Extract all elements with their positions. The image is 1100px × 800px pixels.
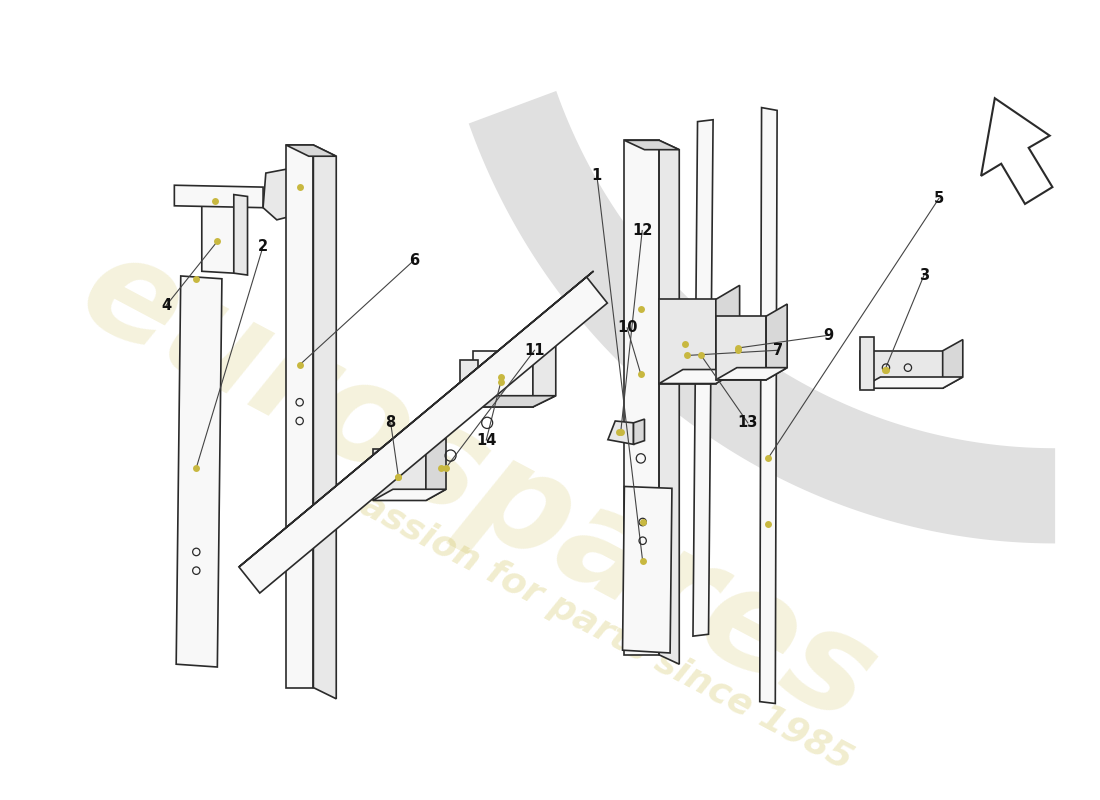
Polygon shape xyxy=(659,299,716,383)
Polygon shape xyxy=(176,276,222,667)
Text: 1: 1 xyxy=(592,168,602,183)
Polygon shape xyxy=(623,486,672,653)
Polygon shape xyxy=(174,186,263,208)
Polygon shape xyxy=(286,145,313,687)
Text: 7: 7 xyxy=(773,342,783,358)
Text: 8: 8 xyxy=(385,415,396,430)
Polygon shape xyxy=(860,337,875,390)
Polygon shape xyxy=(760,107,777,703)
Polygon shape xyxy=(860,351,943,388)
Polygon shape xyxy=(766,304,788,380)
Text: 14: 14 xyxy=(476,433,496,447)
Text: 6: 6 xyxy=(409,253,419,268)
Polygon shape xyxy=(625,140,659,655)
Polygon shape xyxy=(981,98,1053,204)
Polygon shape xyxy=(286,145,337,156)
Text: eurospares: eurospares xyxy=(58,221,898,752)
Polygon shape xyxy=(460,360,478,402)
Polygon shape xyxy=(716,316,766,380)
Text: 9: 9 xyxy=(823,328,834,342)
Polygon shape xyxy=(625,140,679,150)
Polygon shape xyxy=(263,168,316,220)
Polygon shape xyxy=(716,286,739,383)
Polygon shape xyxy=(693,120,713,636)
Polygon shape xyxy=(634,419,645,444)
Polygon shape xyxy=(239,271,594,567)
Text: 11: 11 xyxy=(525,342,544,358)
Polygon shape xyxy=(473,396,556,407)
Text: 13: 13 xyxy=(738,415,758,430)
Text: 2: 2 xyxy=(257,239,268,254)
Text: 10: 10 xyxy=(617,320,637,335)
Polygon shape xyxy=(860,377,962,388)
Polygon shape xyxy=(943,339,962,388)
Polygon shape xyxy=(373,490,446,501)
Polygon shape xyxy=(314,145,337,699)
Polygon shape xyxy=(234,194,248,275)
Polygon shape xyxy=(659,370,739,383)
Polygon shape xyxy=(532,339,556,407)
Polygon shape xyxy=(201,192,234,273)
Polygon shape xyxy=(373,449,426,501)
Polygon shape xyxy=(659,140,679,664)
Text: 4: 4 xyxy=(162,298,172,313)
Polygon shape xyxy=(239,277,607,593)
Polygon shape xyxy=(470,92,1054,542)
Text: a passion for parts since 1985: a passion for parts since 1985 xyxy=(299,458,858,777)
Text: 5: 5 xyxy=(934,191,944,206)
Polygon shape xyxy=(716,368,788,380)
Text: 12: 12 xyxy=(632,223,652,238)
Polygon shape xyxy=(473,351,532,407)
Polygon shape xyxy=(608,421,634,444)
Polygon shape xyxy=(426,438,446,501)
Text: 3: 3 xyxy=(918,268,930,283)
